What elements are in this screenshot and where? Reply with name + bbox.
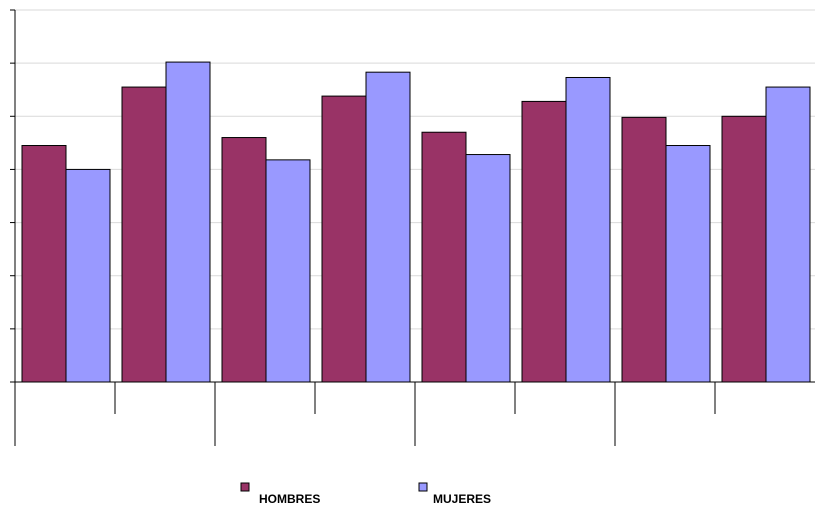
bar-hombres-1: [21, 145, 67, 383]
bar-hombres-6: [521, 100, 567, 383]
bar-hombres-3: [221, 137, 267, 383]
bars: [21, 61, 811, 383]
legend-swatch-hombres: [240, 482, 250, 492]
bar-mujeres-1: [65, 168, 111, 383]
bar-hombres-8: [721, 115, 767, 383]
bar-mujeres-4: [365, 71, 411, 383]
bar-hombres-2: [121, 86, 167, 383]
bar-mujeres-5: [465, 154, 511, 383]
bar-mujeres-2: [165, 61, 211, 383]
axes: [10, 9, 815, 446]
bar-hombres-5: [421, 131, 467, 383]
legend-label-mujeres: MUJERES: [433, 492, 491, 506]
bar-mujeres-8: [765, 86, 811, 383]
legend-swatch-mujeres: [418, 482, 428, 492]
bar-mujeres-3: [265, 159, 311, 383]
bar-hombres-4: [321, 95, 367, 383]
bar-hombres-7: [621, 116, 667, 383]
bar-mujeres-6: [565, 76, 611, 383]
legend: HOMBRES MUJERES: [240, 482, 491, 506]
bar-mujeres-7: [665, 145, 711, 383]
legend-label-hombres: HOMBRES: [259, 492, 320, 506]
